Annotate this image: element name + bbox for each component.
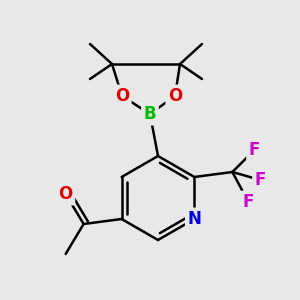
Text: O: O [58,185,73,203]
Text: F: F [243,193,254,211]
Text: B: B [144,105,156,123]
Text: O: O [115,87,129,105]
Text: F: F [255,171,266,189]
Text: F: F [249,141,260,159]
Text: O: O [168,87,182,105]
Text: N: N [188,210,201,228]
